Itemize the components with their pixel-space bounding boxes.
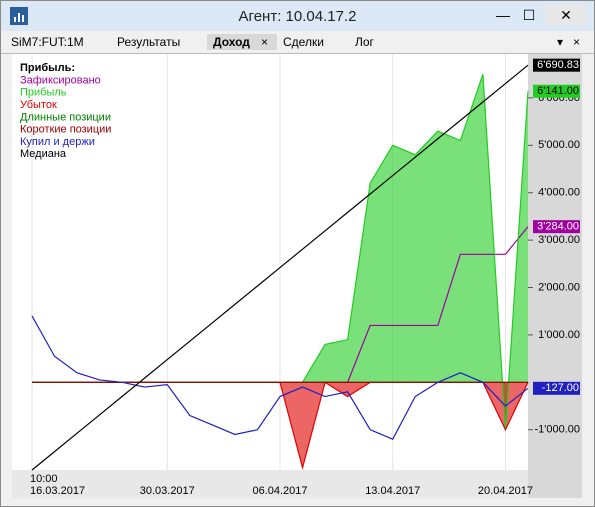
area (32, 74, 528, 430)
legend-entry: Длинные позиции (20, 111, 111, 123)
value-tag (533, 220, 580, 234)
value-tag (533, 58, 580, 72)
legend-entry: Прибыль (20, 87, 67, 99)
value-tag-label: 3'284.00 (537, 221, 579, 233)
legend-entry: Медиана (20, 148, 67, 160)
y-tick-label: 4'000.00 (538, 187, 580, 199)
value-tag-label: 6'690.83 (537, 59, 579, 71)
value-tag (533, 381, 580, 395)
app-icon (10, 7, 28, 25)
value-tag-label: -127.00 (542, 382, 579, 394)
window-title: Агент: 10.04.17.2 (238, 8, 357, 25)
close-button[interactable]: ✕ (546, 5, 586, 25)
maximize-button[interactable]: ☐ (522, 7, 536, 23)
y-tick-label: 1'000.00 (538, 329, 580, 341)
line (31, 64, 529, 471)
tab[interactable]: Лог (355, 35, 374, 49)
tab[interactable]: SiM7:FUT:1M (11, 35, 84, 49)
y-tick-label: 5'000.00 (538, 139, 580, 151)
tab-label: Доход (213, 35, 250, 49)
minimize-button[interactable]: — (496, 7, 510, 23)
tab-menu[interactable]: ▾ (557, 35, 564, 49)
legend-entry: Купил и держи (20, 136, 95, 148)
title-bar: Агент: 10.04.17.2 — ☐ ✕ (1, 1, 594, 31)
y-axis-area (528, 54, 582, 498)
x-tick-label: 06.04.2017 (252, 485, 307, 497)
value-tag-label: 6'141.00 (537, 85, 579, 97)
tab-bar: SiM7:FUT:1M Результаты Доход × Сделки Лог… (1, 31, 594, 54)
x-tick-label: 20.04.2017 (478, 485, 533, 497)
x-axis-area (12, 470, 528, 498)
legend-entry: Убыток (20, 99, 57, 111)
panel-close[interactable]: × (573, 35, 581, 49)
x-tick-label: 13.04.2017 (365, 485, 420, 497)
legend-entry: Зафиксировано (20, 74, 101, 86)
line (31, 315, 529, 440)
tab[interactable]: Сделки (283, 35, 324, 49)
tab[interactable]: Доход × (207, 34, 277, 50)
y-tick-label: -1'000.00 (534, 424, 580, 436)
x-tick-label: 30.03.2017 (140, 485, 195, 497)
value-tag (533, 84, 580, 98)
y-tick-label: 3'000.00 (538, 234, 580, 246)
tab-close[interactable]: × (261, 35, 269, 49)
x-time-label: 10:00 (30, 473, 58, 485)
x-tick-label: 16.03.2017 (30, 485, 85, 497)
legend-title: Прибыль: (20, 62, 75, 74)
y-tick-label: 2'000.00 (538, 281, 580, 293)
tab[interactable]: Результаты (117, 35, 181, 49)
legend-entry: Короткие позиции (20, 124, 111, 136)
